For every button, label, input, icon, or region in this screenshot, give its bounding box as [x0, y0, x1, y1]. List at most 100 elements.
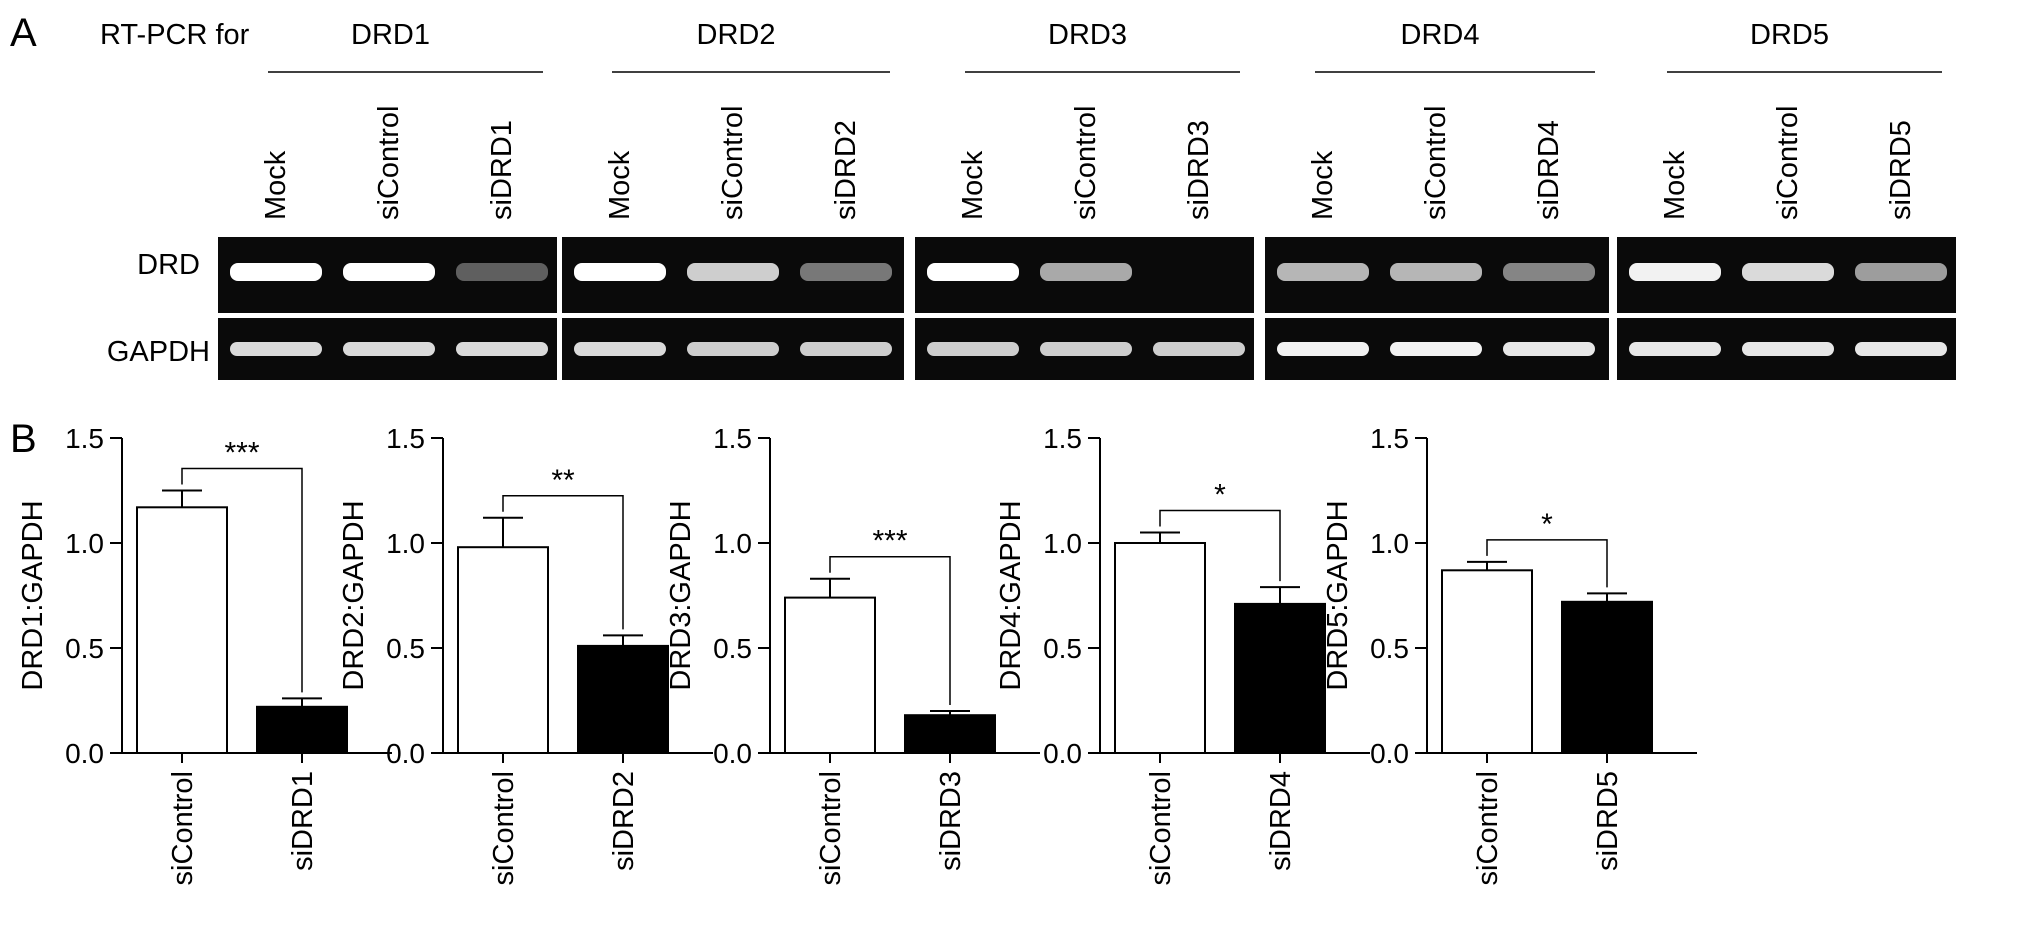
gel-band-gapdh: [574, 342, 666, 356]
gel-lane-label: Mock: [1307, 150, 1339, 220]
x-tick-label: siDRD4: [1265, 771, 1297, 871]
y-tick-label: 0.5: [713, 633, 752, 664]
gel-band-drd: [456, 263, 548, 281]
significance-stars: *: [1214, 479, 1226, 512]
gel-band-gapdh: [1503, 342, 1595, 356]
gel-lane-label: siDRD4: [1533, 120, 1565, 220]
gel-lane-label: Mock: [604, 150, 636, 220]
y-tick-label: 1.0: [713, 528, 752, 559]
gel-lane-label: siControl: [1772, 106, 1804, 220]
y-tick-label: 0.5: [1370, 633, 1409, 664]
bar-sidrd1: [256, 705, 348, 754]
bar-sidrd5: [1561, 600, 1653, 754]
gel-panel: DRD1 Mock siControl siDRD1 DRD2 Mock siControl…: [218, 19, 1956, 380]
y-axis-label: DRD2:GAPDH: [338, 500, 370, 690]
bar-sidrd2: [577, 644, 669, 755]
gel-band-gapdh: [1277, 342, 1369, 356]
bar-chart-2: 0.0 0.5 1.0 1.5 DRD2:GAPDH siControl siDRD2 **: [338, 423, 713, 885]
gel-lane-label: Mock: [1659, 150, 1691, 220]
gel-band-gapdh: [800, 342, 892, 356]
gel-band-drd: [1277, 263, 1369, 281]
y-tick-label: 0.5: [65, 633, 104, 664]
gel-band-drd: [343, 263, 435, 281]
gel-lane-label: Mock: [957, 150, 989, 220]
significance-bracket: [1486, 539, 1608, 588]
significance-bracket: [502, 495, 624, 630]
y-axis-label: DRD5:GAPDH: [1322, 500, 1354, 690]
gel-band-gapdh: [1629, 342, 1721, 356]
gel-band-drd: [1390, 263, 1482, 281]
bar-sicontrol: [136, 506, 228, 754]
gel-group-title-drd2: DRD2: [697, 19, 776, 51]
significance-bracket: [1159, 509, 1281, 582]
y-tick-label: 1.0: [1043, 528, 1082, 559]
x-tick-label: siDRD3: [935, 771, 967, 871]
gel-band-gapdh: [1855, 342, 1947, 356]
gel-lane-label: Mock: [260, 150, 292, 220]
gel-band-gapdh: [1390, 342, 1482, 356]
gel-lane-label: siControl: [717, 106, 749, 220]
gel-band-gapdh: [456, 342, 548, 356]
gel-group-title-drd1: DRD1: [351, 19, 430, 51]
gel-row-label-gapdh: GAPDH: [107, 336, 210, 368]
gel-band-drd: [1855, 263, 1947, 281]
rt-pcr-label: RT-PCR for: [100, 19, 250, 51]
y-tick-label: 1.5: [1370, 423, 1409, 454]
gel-band-drd: [1742, 263, 1834, 281]
bar-sidrd3: [904, 714, 996, 755]
gel-band-drd: [800, 263, 892, 281]
gel-lane-label: siDRD1: [486, 120, 518, 220]
y-axis-label: DRD1:GAPDH: [17, 500, 49, 690]
bar-sicontrol: [1114, 542, 1206, 754]
gel-band-gapdh: [687, 342, 779, 356]
bar-chart-4: 0.0 0.5 1.0 1.5 DRD4:GAPDH siControl siDRD4 *: [995, 423, 1370, 885]
bar-sicontrol: [1441, 569, 1533, 754]
x-tick-label: siControl: [815, 771, 847, 885]
significance-stars: ***: [224, 437, 259, 470]
gel-band-drd: [1040, 263, 1132, 281]
gel-band-drd: [1503, 263, 1595, 281]
x-tick-label: siControl: [1472, 771, 1504, 885]
y-tick-label: 0.0: [713, 738, 752, 769]
gel-band-drd: [230, 263, 322, 281]
y-tick-label: 0.0: [386, 738, 425, 769]
y-tick-label: 1.0: [386, 528, 425, 559]
significance-stars: ***: [872, 525, 907, 558]
y-tick-label: 1.5: [1043, 423, 1082, 454]
y-tick-label: 0.0: [1043, 738, 1082, 769]
gel-band-gapdh: [927, 342, 1019, 356]
y-tick-label: 1.5: [65, 423, 104, 454]
gel-lane-label: siControl: [373, 106, 405, 220]
gel-lane-label: siControl: [1420, 106, 1452, 220]
gel-band-drd: [1629, 263, 1721, 281]
y-tick-label: 1.5: [386, 423, 425, 454]
gel-band-drd: [687, 263, 779, 281]
y-tick-label: 0.5: [1043, 633, 1082, 664]
significance-stars: *: [1541, 508, 1553, 541]
y-tick-label: 1.0: [1370, 528, 1409, 559]
gel-band-gapdh: [1040, 342, 1132, 356]
x-tick-label: siControl: [167, 771, 199, 885]
y-tick-label: 1.5: [713, 423, 752, 454]
gel-group-title-drd4: DRD4: [1401, 19, 1480, 51]
x-tick-label: siDRD5: [1592, 771, 1624, 871]
x-tick-label: siControl: [1145, 771, 1177, 885]
gel-lane-label: siDRD2: [830, 120, 862, 220]
significance-bracket: [181, 467, 303, 693]
bar-sicontrol: [457, 546, 549, 755]
bar-sidrd4: [1234, 602, 1326, 755]
gel-row-label-drd: DRD: [137, 249, 200, 281]
x-tick-label: siDRD1: [287, 771, 319, 871]
panel-a-label: A: [10, 11, 37, 55]
gel-group-title-drd3: DRD3: [1048, 19, 1127, 51]
panel-b-label: B: [10, 417, 37, 461]
y-axis-label: DRD3:GAPDH: [665, 500, 697, 690]
gel-band-gapdh: [1742, 342, 1834, 356]
y-tick-label: 0.0: [65, 738, 104, 769]
gel-band-gapdh: [1153, 342, 1245, 356]
bar-chart-5: 0.0 0.5 1.0 1.5 DRD5:GAPDH siControl siDRD5 *: [1322, 423, 1697, 885]
significance-stars: **: [551, 464, 575, 497]
gel-band-gapdh: [343, 342, 435, 356]
